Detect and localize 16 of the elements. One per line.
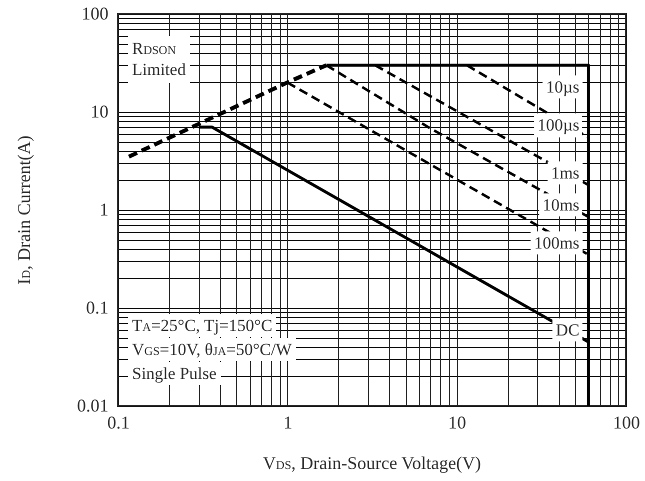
series-label: 1ms	[548, 161, 582, 185]
y-tick-label: 0.01	[77, 396, 108, 416]
y-tick-label: 100	[82, 4, 108, 24]
series-label: 10ms	[540, 193, 582, 217]
x-tick-label: 1	[283, 412, 292, 432]
annotation: Single Pulse	[128, 362, 221, 386]
y-tick-label: 10	[90, 102, 108, 122]
x-tick-label: 10	[448, 412, 466, 432]
series-label: 10µs	[543, 76, 582, 99]
y-tick-label: 0.1	[86, 298, 108, 318]
x-tick-label: 0.1	[107, 412, 130, 432]
y-tick-label: 1	[100, 200, 108, 220]
series-label: DC	[552, 318, 582, 342]
series-label: 100ms	[531, 231, 582, 254]
x-tick-label: 100	[613, 412, 640, 432]
series-label: 100µs	[534, 114, 582, 138]
